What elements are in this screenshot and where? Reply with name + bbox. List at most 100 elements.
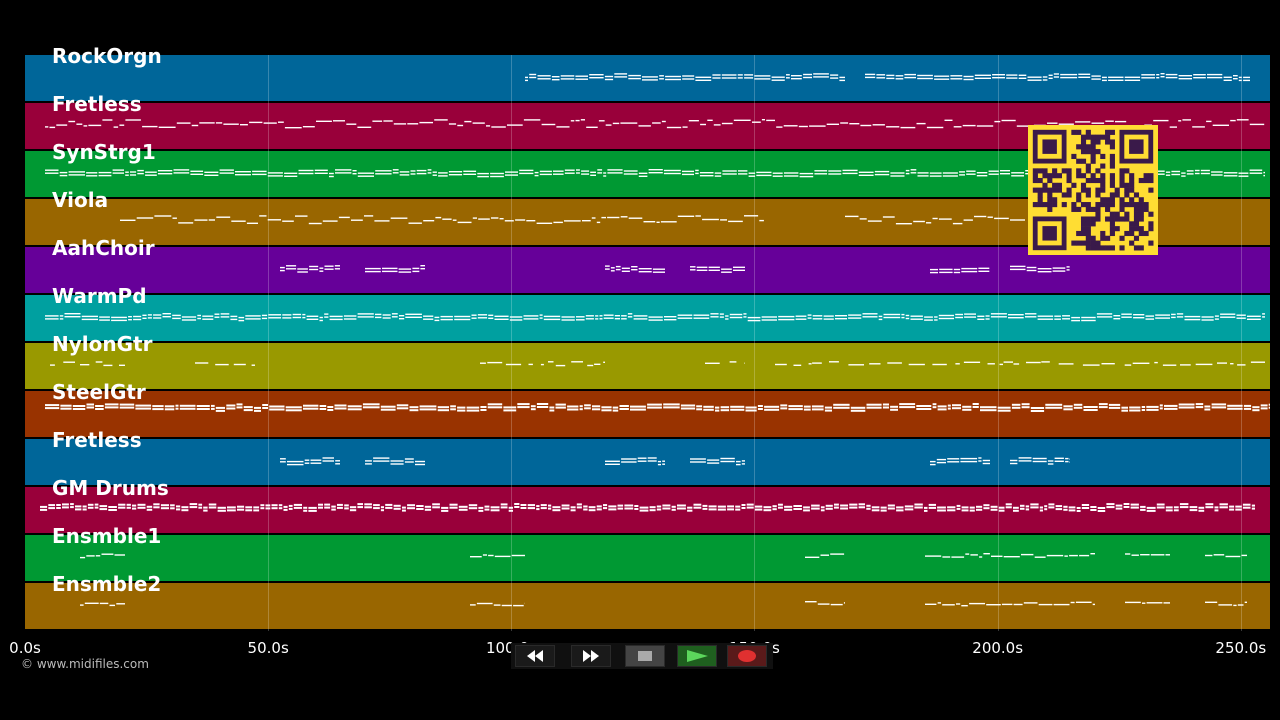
note-mark — [1005, 506, 1012, 509]
note-mark — [978, 267, 990, 269]
note-mark — [652, 268, 665, 270]
note-mark — [647, 457, 657, 459]
fast-forward-button[interactable] — [571, 645, 611, 667]
note-mark — [905, 314, 910, 317]
note-mark — [638, 172, 648, 174]
track-row[interactable]: WarmPd — [25, 284, 1270, 341]
note-mark — [1106, 506, 1115, 509]
note-mark — [333, 120, 345, 122]
note-mark — [671, 505, 676, 508]
note-mark — [297, 268, 308, 270]
note-mark — [708, 269, 720, 271]
note-mark — [362, 406, 380, 409]
note-mark — [142, 314, 147, 316]
track-row[interactable]: Fretless — [25, 428, 1270, 485]
note-mark — [835, 315, 847, 317]
note-mark — [1060, 73, 1078, 76]
note-mark — [45, 407, 60, 410]
note-mark — [349, 506, 357, 509]
note-mark — [208, 506, 217, 509]
note-mark — [737, 77, 743, 79]
note-lane — [120, 215, 1025, 225]
track-row[interactable]: GM Drums — [25, 476, 1270, 533]
note-mark — [1181, 172, 1186, 174]
note-mark — [160, 507, 169, 510]
copyright-text: © www.midifiles.com — [21, 657, 149, 671]
note-mark — [576, 169, 580, 171]
note-mark — [710, 316, 719, 318]
note-mark — [346, 123, 357, 125]
note-mark — [170, 504, 175, 507]
note-mark — [1092, 603, 1095, 606]
note-mark — [304, 462, 310, 464]
note-mark — [695, 79, 712, 81]
note-mark — [720, 409, 730, 412]
note-mark — [324, 506, 331, 509]
note-mark — [595, 315, 599, 317]
note-mark — [472, 122, 485, 124]
note-mark — [905, 169, 910, 172]
note-mark — [588, 506, 596, 509]
note-mark — [118, 506, 126, 509]
track-row[interactable]: Ensmble1 — [25, 524, 1270, 581]
note-mark — [744, 215, 759, 217]
note-mark — [761, 316, 777, 318]
note-mark — [741, 463, 745, 465]
note-mark — [237, 505, 245, 508]
note-mark — [523, 119, 541, 121]
note-mark — [1073, 406, 1083, 409]
note-mark — [280, 458, 286, 460]
note-mark — [811, 405, 824, 408]
note-mark — [784, 508, 793, 511]
note-mark — [763, 509, 772, 512]
stop-button[interactable] — [625, 645, 665, 667]
note-mark — [112, 172, 124, 174]
note-mark — [82, 508, 87, 511]
note-mark — [764, 408, 780, 411]
note-mark — [488, 314, 494, 316]
note-mark — [540, 507, 547, 510]
note-mark — [331, 508, 336, 511]
note-mark — [1076, 507, 1081, 509]
note-mark — [191, 124, 199, 127]
note-mark — [1230, 363, 1234, 365]
note-mark — [112, 169, 124, 171]
note-mark — [721, 77, 737, 79]
play-icon — [687, 650, 708, 662]
note-mark — [303, 407, 319, 410]
note-lane — [525, 73, 1250, 82]
note-mark — [630, 408, 646, 411]
note-mark — [251, 364, 255, 366]
note-mark — [1020, 504, 1025, 507]
note-mark — [527, 504, 535, 507]
track-row[interactable]: SteelGtr — [25, 380, 1270, 437]
note-mark — [1047, 122, 1058, 124]
track-label: SteelGtr — [52, 380, 146, 404]
note-mark — [373, 504, 380, 507]
note-mark — [1003, 556, 1020, 558]
note-mark — [961, 270, 978, 273]
track-row[interactable]: RockOrgn — [25, 44, 1270, 101]
note-mark — [652, 271, 665, 273]
note-mark — [614, 315, 620, 317]
note-mark — [1140, 554, 1150, 556]
track-row[interactable]: Ensmble2 — [25, 572, 1270, 629]
note-mark — [72, 405, 86, 407]
note-mark — [1068, 509, 1076, 512]
note-mark — [849, 123, 860, 125]
rewind-button[interactable] — [515, 645, 555, 667]
note-mark — [484, 508, 490, 511]
note-mark — [584, 404, 591, 407]
play-button[interactable] — [677, 645, 717, 667]
note-mark — [662, 463, 665, 465]
note-mark — [457, 406, 466, 409]
note-mark — [104, 406, 119, 409]
track-row[interactable]: NylonGtr — [25, 332, 1270, 389]
note-mark — [484, 505, 490, 508]
note-mark — [135, 407, 152, 410]
record-button[interactable] — [727, 645, 767, 667]
track-row[interactable]: AahChoir — [25, 236, 1270, 293]
note-mark — [964, 316, 976, 318]
note-mark — [648, 316, 663, 318]
note-mark — [1268, 406, 1270, 409]
